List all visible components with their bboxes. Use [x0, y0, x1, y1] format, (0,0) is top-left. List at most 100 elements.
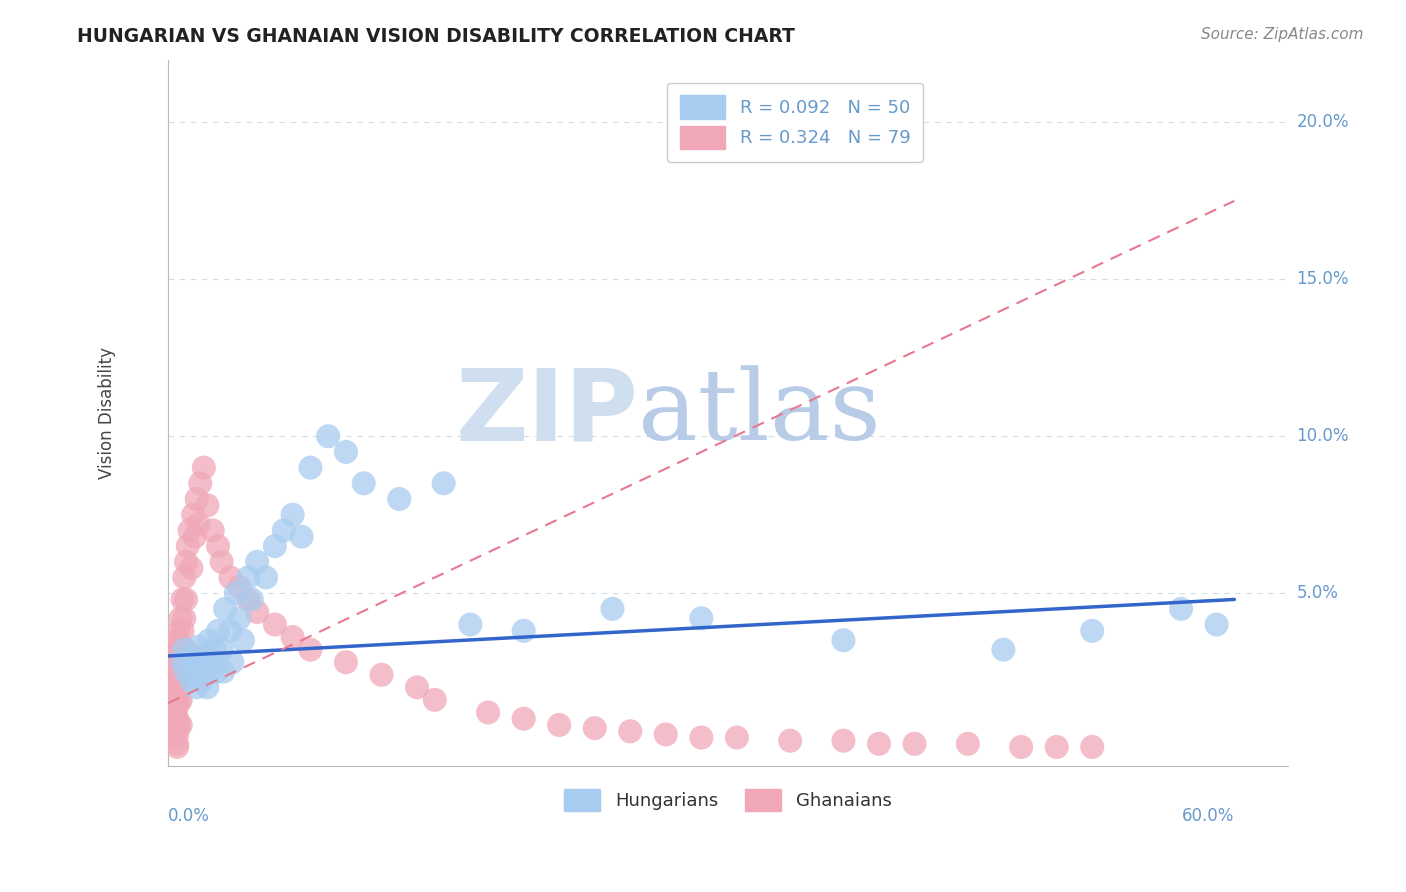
Point: [335, 445, 357, 459]
Point: [166, 655, 188, 669]
Point: [165, 642, 187, 657]
Point: [993, 642, 1015, 657]
Point: [165, 665, 187, 679]
Text: Source: ZipAtlas.com: Source: ZipAtlas.com: [1201, 27, 1364, 42]
Point: [180, 674, 202, 689]
Point: [246, 605, 269, 619]
Text: 15.0%: 15.0%: [1296, 270, 1348, 288]
Point: [240, 592, 263, 607]
Point: [188, 658, 211, 673]
Point: [353, 476, 375, 491]
Point: [172, 655, 194, 669]
Point: [184, 665, 207, 679]
Point: [655, 727, 678, 741]
Point: [832, 633, 855, 648]
Point: [166, 712, 188, 726]
Point: [170, 693, 193, 707]
Point: [195, 498, 218, 512]
Point: [201, 524, 224, 538]
Point: [167, 718, 190, 732]
Text: 60.0%: 60.0%: [1182, 806, 1234, 824]
Point: [228, 580, 250, 594]
Point: [388, 491, 411, 506]
Point: [512, 624, 534, 638]
Point: [205, 665, 228, 679]
Point: [273, 524, 295, 538]
Point: [1170, 602, 1192, 616]
Point: [173, 642, 195, 657]
Point: [1046, 739, 1069, 754]
Point: [166, 633, 188, 648]
Point: [406, 681, 429, 695]
Point: [188, 476, 211, 491]
Point: [221, 655, 243, 669]
Point: [170, 640, 193, 654]
Point: [212, 665, 235, 679]
Point: [1081, 739, 1104, 754]
Point: [170, 611, 193, 625]
Point: [166, 674, 188, 689]
Point: [160, 687, 183, 701]
Point: [181, 655, 204, 669]
Point: [174, 592, 197, 607]
Point: [193, 460, 215, 475]
Point: [832, 733, 855, 747]
Point: [187, 517, 209, 532]
Point: [174, 555, 197, 569]
Point: [290, 530, 312, 544]
Point: [725, 731, 748, 745]
Point: [1205, 617, 1227, 632]
Point: [186, 681, 208, 695]
Point: [211, 642, 233, 657]
Text: Vision Disability: Vision Disability: [98, 347, 115, 479]
Point: [165, 687, 187, 701]
Point: [477, 706, 499, 720]
Point: [219, 570, 242, 584]
Point: [264, 539, 287, 553]
Point: [779, 733, 801, 747]
Point: [583, 721, 606, 735]
Point: [619, 724, 641, 739]
Point: [281, 630, 304, 644]
Point: [186, 491, 208, 506]
Point: [172, 624, 194, 638]
Point: [281, 508, 304, 522]
Point: [423, 693, 446, 707]
Point: [162, 712, 184, 726]
Point: [165, 724, 187, 739]
Point: [174, 665, 197, 679]
Point: [548, 718, 571, 732]
Point: [1081, 624, 1104, 638]
Text: HUNGARIAN VS GHANAIAN VISION DISABILITY CORRELATION CHART: HUNGARIAN VS GHANAIAN VISION DISABILITY …: [77, 27, 796, 45]
Point: [316, 429, 339, 443]
Point: [238, 570, 260, 584]
Point: [174, 642, 197, 657]
Point: [181, 508, 204, 522]
Point: [956, 737, 979, 751]
Point: [201, 655, 224, 669]
Text: 10.0%: 10.0%: [1296, 427, 1348, 445]
Point: [198, 633, 221, 648]
Point: [204, 642, 226, 657]
Point: [179, 648, 201, 663]
Point: [690, 731, 713, 745]
Point: [173, 655, 195, 669]
Point: [232, 633, 254, 648]
Point: [166, 727, 188, 741]
Point: [214, 602, 236, 616]
Point: [160, 665, 183, 679]
Point: [299, 460, 322, 475]
Point: [162, 696, 184, 710]
Point: [165, 706, 187, 720]
Point: [690, 611, 713, 625]
Point: [246, 555, 269, 569]
Point: [207, 624, 229, 638]
Point: [179, 524, 201, 538]
Point: [162, 727, 184, 741]
Point: [166, 737, 188, 751]
Point: [191, 674, 214, 689]
Text: ZIP: ZIP: [456, 364, 638, 461]
Point: [370, 667, 392, 681]
Point: [177, 539, 200, 553]
Point: [184, 530, 207, 544]
